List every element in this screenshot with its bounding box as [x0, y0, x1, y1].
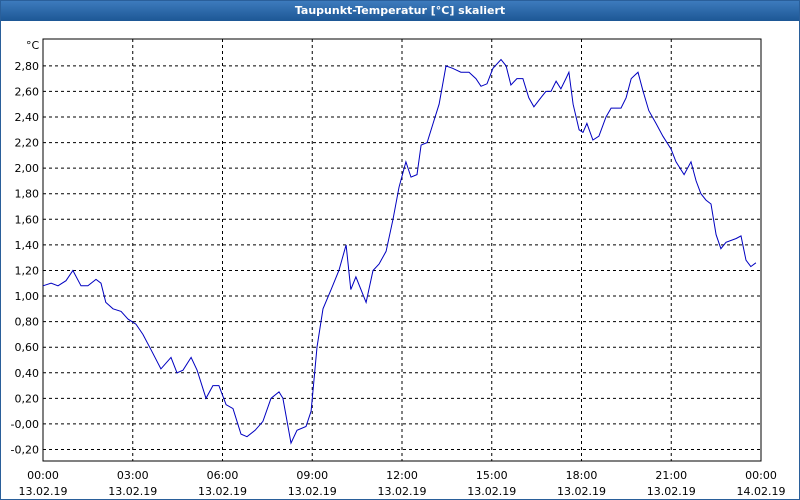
- x-tick-label: 15:00: [476, 469, 508, 482]
- y-tick-label: 0,40: [15, 367, 40, 380]
- y-tick-label: 1,40: [15, 239, 40, 252]
- x-tick-date: 13.02.19: [378, 485, 427, 498]
- x-tick-label: 00:00: [27, 469, 59, 482]
- chart: °C -0,20 -0,00 0,20 0,40 0,60 0,80 1,00 1,20 1,4…: [11, 38, 786, 498]
- y-tick-label: 1,00: [15, 290, 40, 303]
- x-tick-label: 21:00: [655, 469, 687, 482]
- x-tick-date: 13.02.19: [19, 485, 68, 498]
- x-tick-date: 13.02.19: [557, 485, 606, 498]
- x-tick-date: 13.02.19: [198, 485, 247, 498]
- y-tick-label: 0,20: [15, 392, 40, 405]
- y-tick-label: 0,60: [15, 341, 40, 354]
- y-tick-label: 2,60: [15, 85, 40, 98]
- y-tick-label: 2,20: [15, 137, 40, 150]
- y-tick-label: 1,60: [15, 213, 40, 226]
- x-tick-label: 09:00: [296, 469, 328, 482]
- x-tick-date: 13.02.19: [108, 485, 157, 498]
- y-tick-label: 1,20: [15, 264, 40, 277]
- y-tick-label: -0,20: [11, 443, 39, 456]
- data-line: [42, 58, 757, 445]
- x-tick-label: 12:00: [386, 469, 418, 482]
- y-tick-label: 0,80: [15, 316, 40, 329]
- title-bar: Taupunkt-Temperatur [°C] skaliert: [1, 1, 799, 21]
- y-tick-label: 1,80: [15, 188, 40, 201]
- y-tick-label: 2,40: [15, 111, 40, 124]
- y-tick-label: -0,00: [11, 418, 39, 431]
- x-tick-label: 00:00: [745, 469, 777, 482]
- x-tick-date: 14.02.19: [737, 485, 786, 498]
- x-tick-date: 13.02.19: [647, 485, 696, 498]
- y-tick-label: 2,00: [15, 162, 40, 175]
- x-tick-date: 13.02.19: [288, 485, 337, 498]
- x-tick-label: 03:00: [117, 469, 149, 482]
- x-tick-label: 18:00: [566, 469, 598, 482]
- x-tick-date: 13.02.19: [467, 485, 516, 498]
- y-tick-label: 2,80: [15, 60, 40, 73]
- y-unit: °C: [26, 39, 40, 52]
- x-tick-label: 06:00: [207, 469, 239, 482]
